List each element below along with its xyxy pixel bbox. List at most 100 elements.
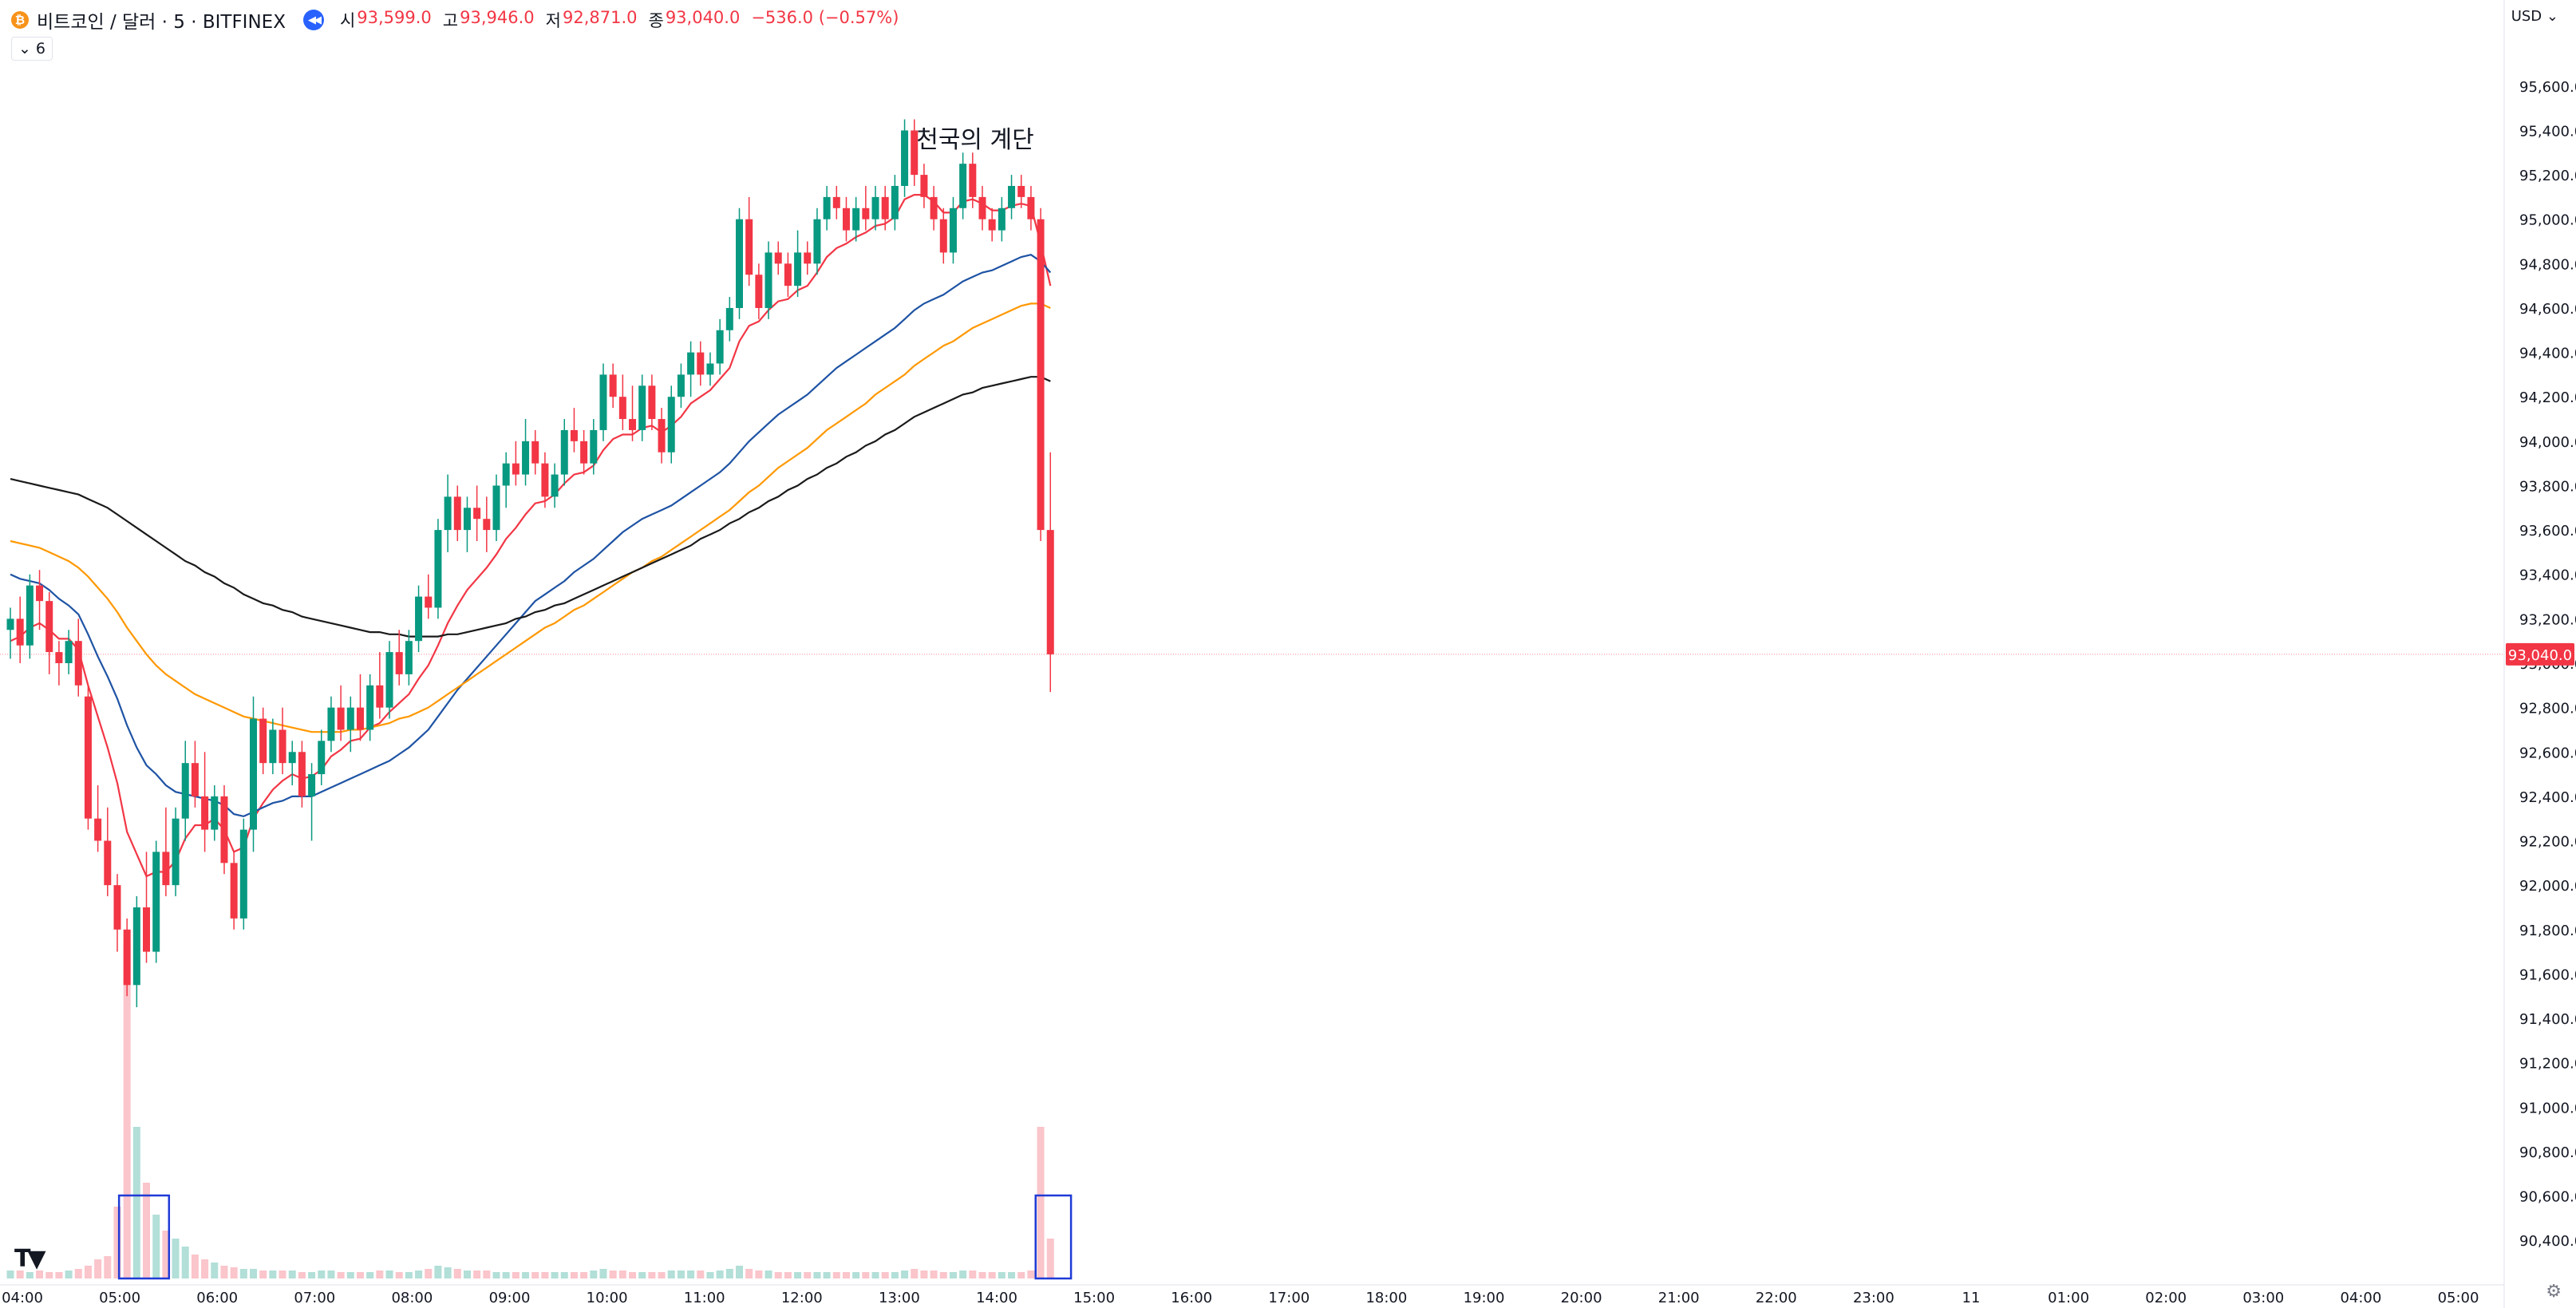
volume-bar <box>250 1269 257 1278</box>
candle <box>84 685 92 830</box>
volume-bar <box>318 1270 326 1278</box>
volume-bar <box>599 1269 607 1278</box>
close-label: 종 <box>648 11 664 30</box>
candle <box>337 685 345 741</box>
volume-bar <box>346 1272 354 1278</box>
volume-bar <box>522 1272 530 1278</box>
volume-bar <box>239 1269 247 1278</box>
volume-bar <box>6 1270 14 1278</box>
volume-bar <box>444 1267 452 1278</box>
y-tick-label: 95,600.0 <box>2519 79 2576 96</box>
indicators-toggle[interactable]: ⌄ 6 <box>11 37 53 61</box>
candle <box>706 352 714 386</box>
candle <box>191 741 199 808</box>
volume-bar <box>395 1272 403 1278</box>
ema-line-black <box>10 376 1051 638</box>
rewind-icon[interactable]: ◀◀ <box>302 10 324 30</box>
volume-bar <box>871 1272 879 1278</box>
candle <box>162 807 170 897</box>
x-tick-label: 18:00 <box>1365 1290 1407 1306</box>
y-tick-label: 91,400.0 <box>2519 1011 2576 1028</box>
volume-bar <box>978 1272 986 1278</box>
volume-bar <box>920 1270 928 1278</box>
symbol-title[interactable]: 비트코인 / 달러 · 5 · BITFINEX <box>37 12 286 33</box>
x-tick-label: 03:00 <box>2242 1290 2284 1306</box>
y-tick-label: 94,200.0 <box>2519 389 2576 406</box>
ema-lines <box>10 194 1052 878</box>
volume-bar <box>667 1270 675 1278</box>
candle <box>716 318 724 375</box>
y-tick-label: 94,000.0 <box>2519 434 2576 451</box>
candle <box>930 185 938 231</box>
candle <box>425 574 433 619</box>
candle <box>385 641 393 719</box>
volume-bar <box>541 1272 549 1278</box>
volume-bar <box>337 1272 345 1278</box>
candle <box>842 196 850 242</box>
volume-bar <box>259 1270 267 1278</box>
volume-bar <box>152 1215 160 1278</box>
volume-bar <box>618 1270 626 1278</box>
volume-bar <box>415 1270 423 1278</box>
volume-bar <box>804 1272 812 1278</box>
volume-bar <box>842 1272 850 1278</box>
low-label: 저 <box>545 11 561 30</box>
x-tick-label: 01:00 <box>2048 1290 2089 1306</box>
high-label: 고 <box>442 11 459 30</box>
volume-bar <box>84 1266 92 1278</box>
candle <box>250 696 257 852</box>
x-tick-label: 17:00 <box>1268 1290 1310 1306</box>
volume-bar <box>298 1272 306 1278</box>
candle <box>415 585 423 653</box>
candle <box>318 729 326 785</box>
candle <box>920 164 928 208</box>
x-tick-label: 23:00 <box>1853 1290 1894 1306</box>
candle <box>911 119 919 186</box>
x-tick-label: 20:00 <box>1561 1290 1602 1306</box>
volume-bar <box>725 1269 733 1278</box>
candle <box>765 241 772 319</box>
volume-bar <box>45 1272 53 1278</box>
change-value: −536.0 (−0.57%) <box>751 8 899 27</box>
x-tick-label: 06:00 <box>196 1290 238 1306</box>
volume-bar <box>16 1270 24 1278</box>
y-tick-label: 92,600.0 <box>2519 745 2576 761</box>
y-tick-label: 92,800.0 <box>2519 701 2576 717</box>
volume-bar <box>629 1272 637 1278</box>
candle <box>201 752 209 852</box>
volume-bar <box>852 1272 860 1278</box>
volume-bar <box>658 1272 666 1278</box>
volume-bar <box>580 1272 588 1278</box>
candle <box>45 591 53 674</box>
ema-line-red <box>10 194 1052 878</box>
volume-bar <box>1017 1272 1025 1278</box>
x-tick-label: 11 <box>1962 1290 1981 1306</box>
x-tick-label: 19:00 <box>1464 1290 1505 1306</box>
volume-bar <box>1027 1270 1035 1278</box>
candle <box>969 152 977 208</box>
x-tick-label: 21:00 <box>1658 1290 1700 1306</box>
candle <box>629 385 637 441</box>
y-tick-label: 93,400.0 <box>2519 567 2576 584</box>
candle <box>55 641 63 686</box>
volume-bar <box>794 1272 802 1278</box>
candle <box>74 618 82 697</box>
gear-icon[interactable]: ⚙ <box>2546 1282 2562 1302</box>
candle <box>502 452 510 508</box>
volume-bar <box>279 1270 286 1278</box>
candle <box>697 341 705 386</box>
low-value: 92,871.0 <box>562 8 638 27</box>
candle <box>648 374 656 430</box>
candle <box>774 241 782 275</box>
volume-bar <box>969 1270 977 1278</box>
open-value: 93,599.0 <box>357 8 432 27</box>
y-tick-label: 94,400.0 <box>2519 346 2576 362</box>
volume-bar <box>211 1263 219 1278</box>
volume-bar <box>551 1272 559 1278</box>
candle <box>473 485 481 542</box>
currency-selector[interactable]: USD ⌄ <box>2511 8 2558 25</box>
y-tick-label: 92,200.0 <box>2519 834 2576 851</box>
candle <box>871 185 879 231</box>
